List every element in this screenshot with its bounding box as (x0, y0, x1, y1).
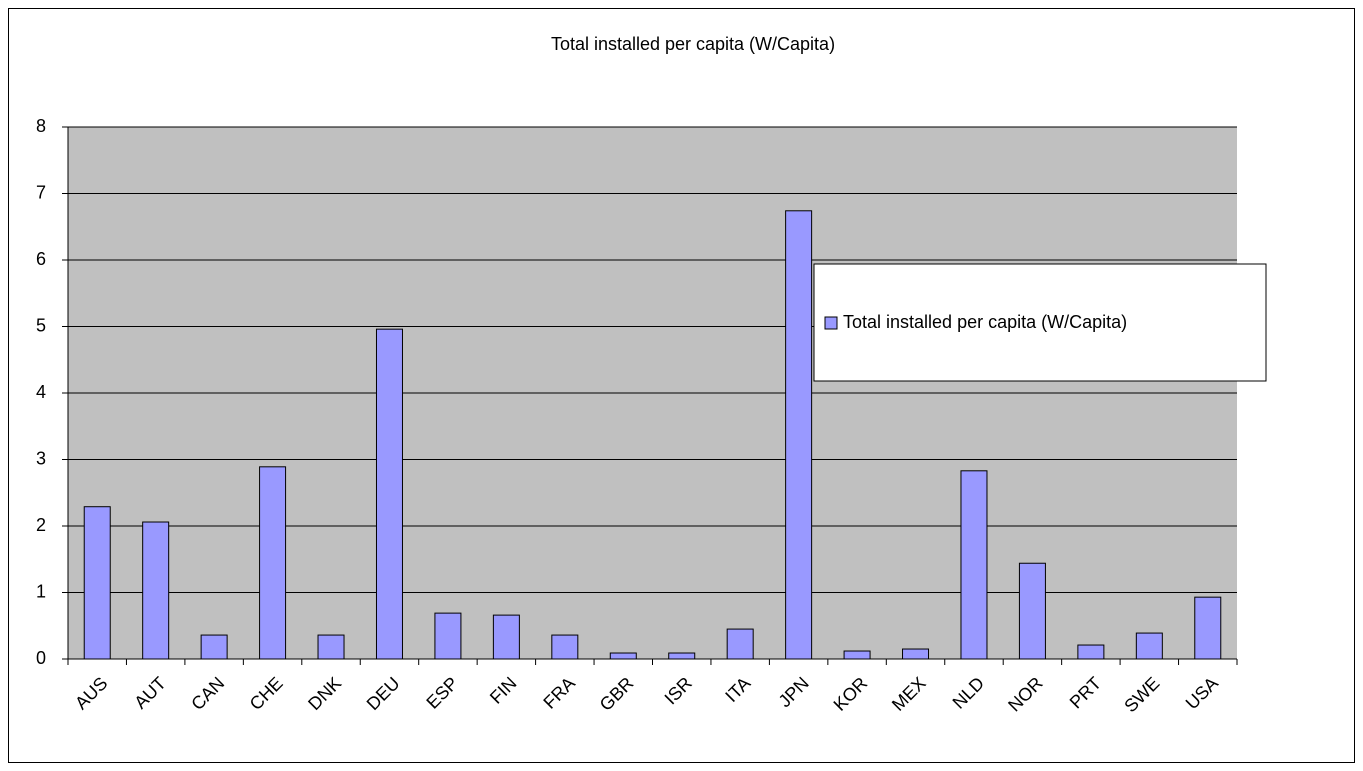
legend-box (813, 263, 1267, 382)
bar (1077, 644, 1105, 660)
bar (317, 634, 345, 660)
y-tick-label: 4 (36, 382, 46, 402)
bar (785, 210, 813, 660)
y-tick-label: 2 (36, 515, 46, 535)
bar (551, 634, 579, 660)
y-tick-label: 6 (36, 249, 46, 269)
legend-label: Total installed per capita (W/Capita) (843, 312, 1127, 332)
bar (1018, 562, 1046, 660)
y-tick-label: 0 (36, 648, 46, 668)
bar (375, 328, 403, 660)
y-tick-label: 3 (36, 448, 46, 468)
bar (960, 470, 988, 660)
bar (1135, 632, 1163, 660)
bar (726, 628, 754, 660)
bar (609, 652, 637, 660)
bar (492, 614, 520, 660)
bar (1194, 596, 1222, 660)
y-tick-label: 7 (36, 182, 46, 202)
bar (843, 650, 871, 660)
y-tick-label: 5 (36, 315, 46, 335)
y-tick-label: 8 (36, 116, 46, 136)
bar (83, 506, 111, 660)
chart-title: Total installed per capita (W/Capita) (551, 34, 835, 54)
bar (434, 612, 462, 660)
bar (200, 634, 228, 660)
bar (668, 652, 696, 660)
bar (902, 648, 930, 660)
bar (142, 521, 170, 660)
bar (259, 466, 287, 660)
y-tick-label: 1 (36, 581, 46, 601)
legend-swatch (824, 316, 838, 330)
